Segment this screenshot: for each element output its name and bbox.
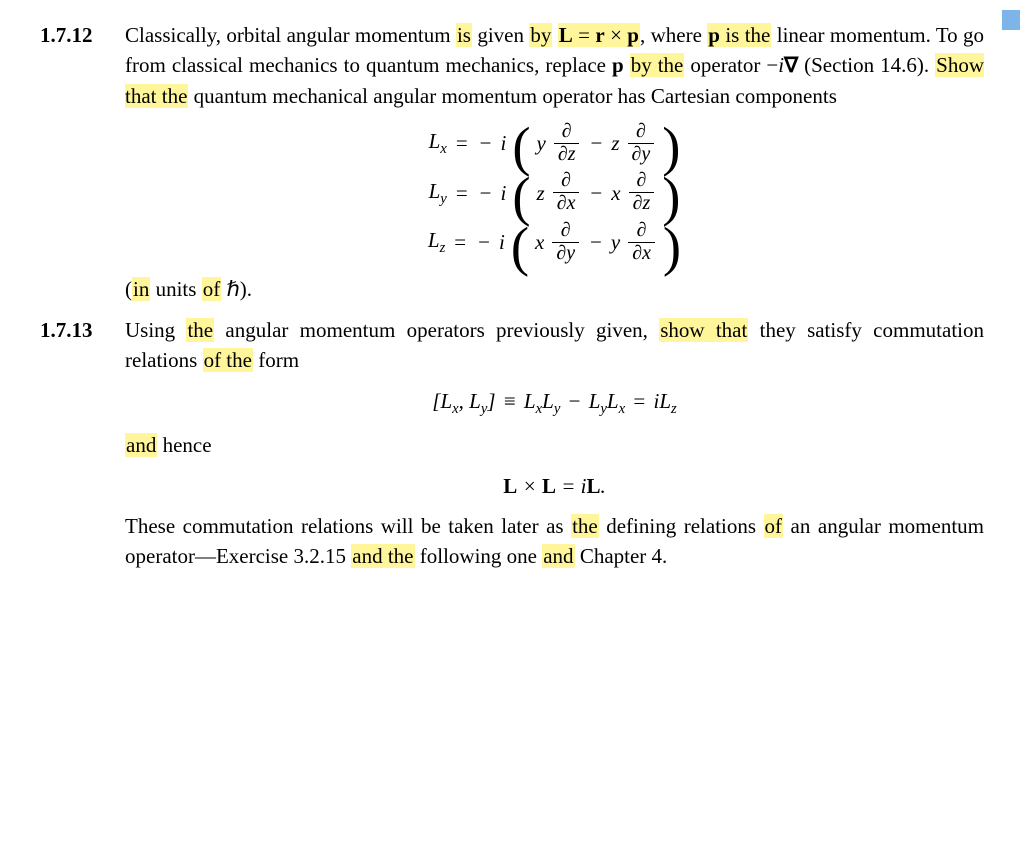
highlight: of bbox=[202, 277, 222, 301]
inline-equation: L = r × p bbox=[558, 23, 640, 47]
highlight: the bbox=[186, 318, 214, 342]
text: Using bbox=[125, 318, 186, 342]
highlight: in bbox=[132, 277, 150, 301]
text: , where bbox=[640, 23, 707, 47]
highlight: show that bbox=[659, 318, 748, 342]
page-marker bbox=[1002, 10, 1020, 30]
cross-product-equation: L × L = iL. bbox=[125, 471, 984, 501]
nabla-icon: ∇ bbox=[784, 53, 798, 77]
problem-1-7-12: 1.7.12 Classically, orbital angular mome… bbox=[40, 20, 984, 305]
equation-block: Lx =−i ( y ∂∂z − z ∂∂y ) Ly =−i ( z ∂∂x … bbox=[125, 121, 984, 264]
text bbox=[552, 23, 557, 47]
eq-Lx: Lx =−i ( y ∂∂z − z ∂∂y ) bbox=[125, 121, 984, 165]
eq-Ly: Ly =−i ( z ∂∂x − x ∂∂z ) bbox=[125, 171, 984, 215]
eq-Lz: Lz =−i ( x ∂∂y − y ∂∂x ) bbox=[125, 221, 984, 265]
highlight: by bbox=[529, 23, 552, 47]
commutator-equation: [Lx, Ly] ≡ LxLy − LyLx = iLz bbox=[125, 386, 984, 421]
problem-body: Using the angular momentum operators pre… bbox=[125, 315, 984, 572]
closing-text: These commutation relations will be take… bbox=[125, 511, 984, 572]
text: angular momentum operators previously gi… bbox=[214, 318, 659, 342]
text: Classically, orbital angular momentum bbox=[125, 23, 456, 47]
highlight: of bbox=[764, 514, 784, 538]
highlight: and the bbox=[351, 544, 414, 568]
text: quantum mechanical angular momentum oper… bbox=[188, 84, 836, 108]
problem-1-7-13: 1.7.13 Using the angular momentum operat… bbox=[40, 315, 984, 572]
highlight: of the bbox=[203, 348, 253, 372]
highlight: the bbox=[571, 514, 599, 538]
symbol-p: p bbox=[612, 53, 624, 77]
text: given bbox=[472, 23, 529, 47]
problem-number: 1.7.12 bbox=[40, 20, 125, 305]
problem-body: Classically, orbital angular momentum is… bbox=[125, 20, 984, 305]
highlight: and bbox=[125, 433, 157, 457]
and-hence: and hence bbox=[125, 430, 984, 460]
text bbox=[624, 53, 630, 77]
highlight: and bbox=[542, 544, 574, 568]
problem-number: 1.7.13 bbox=[40, 315, 125, 572]
highlight: by the bbox=[630, 53, 685, 77]
highlight: is bbox=[456, 23, 472, 47]
text: operator − bbox=[684, 53, 778, 77]
units-line: (in units of ℏ). bbox=[125, 274, 984, 304]
highlight: p is the bbox=[707, 23, 771, 47]
text: form bbox=[253, 348, 299, 372]
text: (Section 14.6). bbox=[798, 53, 935, 77]
